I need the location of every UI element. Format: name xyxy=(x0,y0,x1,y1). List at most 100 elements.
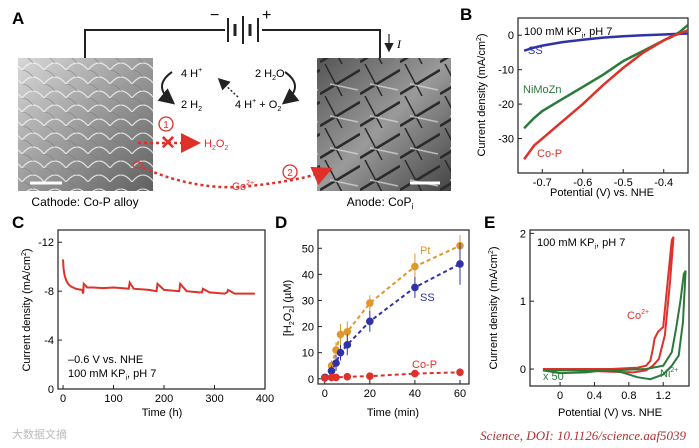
circuit-wire-right xyxy=(262,29,381,58)
panel-e-annotation: 100 mM KPi, pH 7 xyxy=(537,237,625,251)
step2-circle-icon xyxy=(282,164,298,180)
panel-c-frame xyxy=(57,229,266,390)
panel-e-xtick-label: 0 xyxy=(557,390,563,402)
oer-cycle-arrow-icon xyxy=(281,71,300,105)
panel-b-series-label-cop: Co-P xyxy=(537,148,562,160)
panel-b-series-label-ss: SS xyxy=(528,45,543,57)
panel-e-series-ni2 xyxy=(542,270,687,381)
panel-d-point-ss xyxy=(332,359,340,367)
panel-d-point-ss xyxy=(336,348,345,357)
anode-texture xyxy=(317,58,451,191)
her-cycle-arrow-icon xyxy=(157,71,176,105)
panel-d-ytick-label: 0 xyxy=(308,374,314,386)
panel-b-letter: B xyxy=(460,5,472,24)
panel-d-series-label-ss: SS xyxy=(420,292,435,304)
cathode-label: Cathode: Co-P alloy xyxy=(31,195,138,209)
panel-b-ytick-label: 0 xyxy=(508,30,514,42)
panel-d-series-pt xyxy=(323,244,461,378)
panel-e-letter: E xyxy=(484,213,495,232)
battery-plus: + xyxy=(262,7,271,24)
panel-d-ytick-label: 10 xyxy=(302,348,314,360)
panel-d-ytick-label: 50 xyxy=(302,243,314,255)
panel-e-ylabel: Current density (mA/cm2) xyxy=(488,246,500,369)
panel-d: D 0 20 40 60 0 10 20 30 40 50 Time (min) [H2O2] (… xyxy=(275,213,470,419)
panel-d-frame xyxy=(317,229,470,385)
panel-b-ylabel: Current density (mA/cm2) xyxy=(476,33,488,156)
panel-b-xtick-label: -0.7 xyxy=(533,177,552,189)
panel-d-point-pt xyxy=(411,262,419,271)
anode-label: Anode: CoPi xyxy=(347,195,414,211)
panel-b-xtick-label: -0.6 xyxy=(573,177,592,189)
panel-e-ytick-label: 0 xyxy=(520,364,526,376)
panel-d-ytick-label: 20 xyxy=(302,322,314,334)
panel-e-ytick-label: 2 xyxy=(520,228,526,240)
panel-b-ytick-label: -10 xyxy=(498,65,514,77)
step2-label: 2 xyxy=(287,168,293,179)
panel-d-point-cop xyxy=(343,372,352,381)
panel-d-xlabel: Time (min) xyxy=(367,407,419,419)
panel-b: B -0.7 -0.6 -0.5 -0.4 0 -10 -20 -30 100 mM KPi,… xyxy=(460,5,689,199)
co-migration-arrow-icon xyxy=(142,166,333,189)
co-source-marker-icon xyxy=(132,161,144,169)
panel-b-series-ss xyxy=(523,32,689,52)
step1-label: 1 xyxy=(163,120,169,131)
watermark: 大数据文摘 xyxy=(12,427,67,441)
panel-c-plot: 0 100 200 300 400 -12 -8 -4 0 xyxy=(38,237,274,405)
panel-d-xtick-label: 40 xyxy=(409,388,421,400)
panel-c-series-cop xyxy=(62,259,255,295)
cathode-texture xyxy=(18,58,153,191)
panel-b-xtick-label: -0.4 xyxy=(654,177,673,189)
panel-e-scale-label: x 50 xyxy=(543,371,564,383)
reaction-left-top: 4 H+ xyxy=(181,67,202,80)
panel-d-series-label-cop: Co-P xyxy=(412,359,437,371)
panel-d-xtick-label: 60 xyxy=(454,388,466,400)
panel-d-point-ss xyxy=(411,283,419,292)
panel-b-xlabel: Potential (V) vs. NHE xyxy=(550,187,654,199)
panel-d-point-pt xyxy=(336,330,345,339)
co-ion-label: Co2+ xyxy=(232,180,254,193)
panel-c-xtick-label: 0 xyxy=(60,393,66,405)
battery-minus: − xyxy=(210,7,219,24)
panel-c-ytick-label: -12 xyxy=(38,237,54,249)
panel-d-xtick-label: 20 xyxy=(364,388,376,400)
panel-c-xtick-label: 200 xyxy=(155,393,173,405)
panel-c-letter: C xyxy=(12,213,24,232)
step1-circle-icon xyxy=(158,116,174,132)
panel-d-point-ss xyxy=(456,260,464,268)
reaction-right-top: 2 H2O xyxy=(255,68,285,82)
panel-d-xtick-label: 0 xyxy=(322,388,328,400)
panel-e: E 0 0.4 0.8 1.2 0 1 2 100 mM KPi, pH 7 Potenti… xyxy=(484,213,690,419)
panel-c-xtick-label: 400 xyxy=(256,393,274,405)
panel-d-point-cop xyxy=(332,373,340,382)
panel-d-point-ss xyxy=(343,341,352,349)
panel-d-point-cop xyxy=(456,368,464,377)
panel-d-plot: 0 20 40 60 0 10 20 30 40 50 xyxy=(302,235,466,400)
panel-d-ylabel: [H2O2] (µM) xyxy=(282,280,296,336)
panel-c-xtick-label: 100 xyxy=(104,393,122,405)
panel-e-frame xyxy=(529,229,690,387)
panel-d-letter: D xyxy=(275,213,287,232)
blocked-cross-icon: ✕ xyxy=(160,133,176,154)
panel-c-ylabel: Current density (mA/cm2) xyxy=(21,248,33,371)
panel-c-xtick-label: 300 xyxy=(205,393,223,405)
panel-c-annotation-1: –0.6 V vs. NHE xyxy=(68,354,143,366)
panel-d-ytick-label: 30 xyxy=(302,295,314,307)
panel-d-series-ss xyxy=(324,263,461,379)
panel-a-letter: A xyxy=(12,9,24,28)
panel-e-series-label-ni: Ni2+ xyxy=(660,367,678,380)
panel-c: C 0 100 200 300 400 -12 -8 -4 0 –0.6 V vs. NHE 1… xyxy=(12,213,274,419)
reaction-right-bottom: 4 H+ + O2 xyxy=(235,98,281,113)
panel-d-point-cop xyxy=(411,369,419,378)
panel-d-ytick-label: 40 xyxy=(302,269,314,281)
proton-transfer-arrow-icon xyxy=(217,77,239,98)
citation: Science, DOI: 10.1126/science.aaf5039 xyxy=(480,428,686,443)
panel-d-point-cop xyxy=(320,374,329,382)
panel-e-ytick-label: 1 xyxy=(520,296,526,308)
panel-d-point-cop xyxy=(366,372,374,380)
reaction-left-bottom: 2 H2 xyxy=(181,99,202,113)
panel-b-plot: -0.7 -0.6 -0.5 -0.4 0 -10 -20 -30 xyxy=(498,23,689,189)
panel-c-annotation-2: 100 mM KPi, pH 7 xyxy=(68,368,156,382)
panel-c-ytick-label: -8 xyxy=(44,286,54,298)
panel-c-ytick-label: -4 xyxy=(44,335,54,347)
panel-e-xtick-label: 0.4 xyxy=(587,390,602,402)
